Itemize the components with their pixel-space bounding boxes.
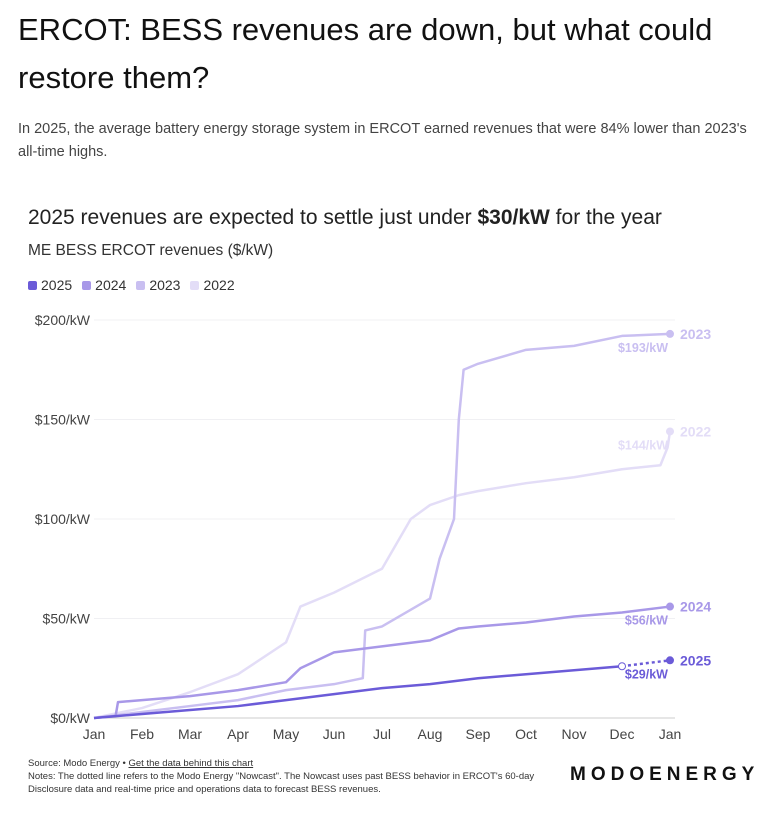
subtitle: In 2025, the average battery energy stor…: [18, 121, 747, 160]
series-end-label-2022: 2022: [680, 423, 711, 439]
x-tick-label: Aug: [418, 726, 443, 742]
x-tick-label: Jun: [323, 726, 346, 742]
page-title: ERCOT: BESS revenues are down, but what …: [18, 12, 713, 95]
series-line-2023: [93, 332, 671, 720]
x-tick-label: Feb: [130, 726, 154, 742]
y-tick-label: $50/kW: [43, 611, 91, 627]
x-tick-label: Oct: [515, 726, 537, 742]
value-label-2022: $144/kW: [618, 438, 668, 452]
value-label-2025: $29/kW: [625, 667, 668, 681]
y-tick-label: $200/kW: [35, 312, 91, 328]
footer: Source: Modo Energy • Get the data behin…: [28, 757, 568, 796]
y-tick-label: $150/kW: [35, 412, 91, 428]
end-point-2025: [666, 656, 674, 665]
chart: $0/kW $50/kW $100/kW $150/kW $200/kW Jan Feb Ma…: [35, 312, 712, 742]
series-line-2022: [93, 431, 672, 720]
x-tick-label: Jul: [373, 726, 391, 742]
legend-item-2022[interactable]: 2022: [190, 277, 235, 293]
x-tick-label: May: [273, 726, 299, 742]
legend-label: 2022: [203, 277, 235, 293]
legend-label: 2025: [41, 277, 73, 293]
legend-swatch: [28, 280, 37, 290]
legend-item-2024[interactable]: 2024: [82, 277, 126, 293]
x-tick-label: Jan: [659, 726, 682, 742]
legend-item-2023[interactable]: 2023: [136, 277, 180, 293]
data-link[interactable]: Get the data behind this chart: [128, 758, 254, 769]
end-point-2022: [666, 427, 674, 436]
legend-label: 2023: [149, 277, 181, 293]
series-line-2024: [93, 605, 671, 720]
legend: 2025 2024 2023 2022: [28, 277, 235, 293]
nowcast-line-2025: [621, 659, 671, 668]
value-label-2024: $56/kW: [625, 614, 668, 628]
x-tick-label: Nov: [562, 726, 587, 742]
y-tick-label: $100/kW: [35, 511, 91, 527]
chart-title: 2025 revenues are expected to settle jus…: [28, 206, 662, 230]
series-end-label-2023: 2023: [680, 326, 711, 342]
end-point-2024: [666, 602, 674, 611]
series-line-2025: [93, 665, 623, 720]
value-label-2023: $193/kW: [618, 341, 668, 355]
legend-swatch: [190, 280, 200, 290]
legend-label: 2024: [95, 277, 127, 293]
x-tick-label: Apr: [227, 726, 249, 742]
legend-swatch: [136, 280, 146, 290]
end-point-2023: [666, 329, 674, 338]
series-end-label-2024: 2024: [680, 599, 711, 615]
chart-title-end: for the year: [549, 206, 662, 229]
x-tick-label: Dec: [610, 726, 635, 742]
x-tick-label: Sep: [466, 726, 491, 742]
source: Source: Modo Energy •: [28, 758, 129, 769]
series-end-label-2025: 2025: [680, 652, 711, 668]
chart-title-text: 2025 revenues are expected to settle jus…: [28, 206, 478, 229]
x-tick-label: Jan: [83, 726, 106, 742]
notes: Notes: The dotted line refers to the Mod…: [28, 771, 535, 795]
modo-energy-logo: MODOENERGY: [570, 764, 760, 785]
y-tick-label: $0/kW: [50, 710, 90, 726]
x-tick-label: Mar: [178, 726, 202, 742]
chart-title-bold: $30/kW: [477, 206, 550, 229]
y-axis-label: ME BESS ERCOT revenues ($/kW): [28, 242, 274, 259]
nowcast-start-point: [618, 662, 626, 671]
legend-swatch: [82, 280, 92, 290]
legend-item-2025[interactable]: 2025: [28, 277, 72, 293]
